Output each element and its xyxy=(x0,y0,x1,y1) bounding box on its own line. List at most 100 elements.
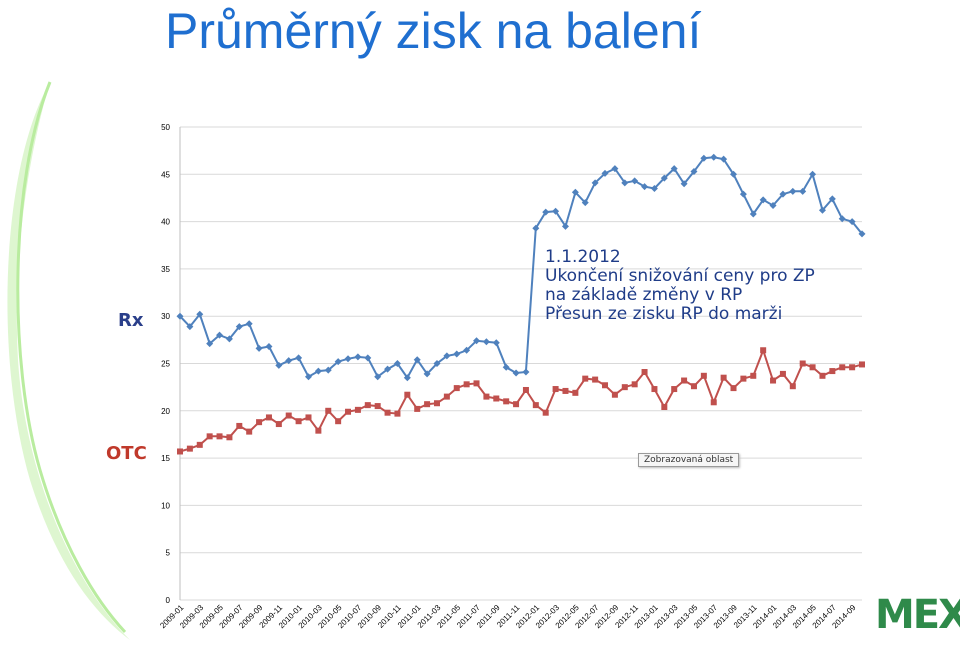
series-line xyxy=(179,156,863,380)
zoom-area-tooltip: Zobrazovaná oblast xyxy=(638,453,740,467)
data-point xyxy=(611,165,619,173)
data-point xyxy=(552,386,559,393)
data-point xyxy=(828,195,836,203)
data-point xyxy=(858,230,866,238)
data-point xyxy=(660,174,668,182)
data-point xyxy=(542,208,550,216)
data-point xyxy=(493,395,500,402)
y-tick-label: 30 xyxy=(161,312,170,321)
data-point xyxy=(256,419,263,426)
data-point xyxy=(483,393,490,400)
data-point xyxy=(433,400,440,407)
annotation-line: Ukončení snižování ceny pro ZP xyxy=(545,266,815,286)
data-point xyxy=(760,347,767,354)
data-point xyxy=(572,389,579,396)
data-point xyxy=(849,364,856,371)
data-point xyxy=(374,403,381,410)
data-point xyxy=(275,361,283,369)
data-point xyxy=(345,408,352,415)
data-point xyxy=(443,393,450,400)
data-point xyxy=(631,381,638,388)
data-point xyxy=(601,169,609,177)
data-point xyxy=(324,366,332,374)
data-point xyxy=(680,180,688,188)
data-point xyxy=(720,155,728,163)
data-point xyxy=(186,323,194,331)
data-point xyxy=(562,387,569,394)
chart-annotation: 1.1.2012 Ukončení snižování ceny pro ZP … xyxy=(545,248,815,324)
data-point xyxy=(818,206,826,214)
data-point xyxy=(463,381,470,388)
data-point xyxy=(838,215,846,223)
data-point xyxy=(414,405,421,412)
data-point xyxy=(571,188,579,196)
data-point xyxy=(700,372,707,379)
data-point xyxy=(641,183,649,191)
data-point xyxy=(196,441,203,448)
data-point xyxy=(285,357,293,365)
data-point xyxy=(335,418,342,425)
data-point xyxy=(592,376,599,383)
data-point xyxy=(196,310,204,318)
data-point xyxy=(364,402,371,409)
data-point xyxy=(325,407,332,414)
data-point xyxy=(770,377,777,384)
data-point xyxy=(216,433,223,440)
data-point xyxy=(226,434,233,441)
data-point xyxy=(255,344,263,352)
y-tick-label: 40 xyxy=(161,218,170,227)
data-point xyxy=(216,331,224,339)
data-point xyxy=(759,196,767,204)
data-point xyxy=(265,414,272,421)
y-tick-label: 5 xyxy=(166,549,171,558)
data-point xyxy=(848,218,856,226)
data-point xyxy=(246,428,253,435)
data-point xyxy=(819,372,826,379)
data-point xyxy=(344,355,352,363)
data-point xyxy=(581,199,589,207)
data-point xyxy=(413,356,421,364)
data-point xyxy=(394,410,401,417)
y-tick-label: 45 xyxy=(161,170,170,179)
data-point xyxy=(176,312,184,320)
data-point xyxy=(621,384,628,391)
y-tick-label: 35 xyxy=(161,265,170,274)
data-point xyxy=(611,391,618,398)
data-point xyxy=(681,377,688,384)
data-point xyxy=(453,385,460,392)
data-point xyxy=(671,386,678,393)
data-point xyxy=(433,360,441,367)
data-point xyxy=(492,339,500,347)
data-point xyxy=(225,335,233,343)
data-point xyxy=(285,412,292,419)
data-point xyxy=(621,179,629,187)
annotation-line: na základě změny v RP xyxy=(545,285,743,305)
series-label-otc: OTC xyxy=(106,443,147,464)
data-point xyxy=(690,383,697,390)
data-point xyxy=(730,170,738,178)
data-point xyxy=(769,202,777,210)
data-point xyxy=(393,360,401,367)
data-point xyxy=(829,368,836,375)
data-point xyxy=(710,153,718,161)
data-point xyxy=(522,368,530,376)
data-point xyxy=(265,342,273,350)
data-point xyxy=(463,346,471,354)
data-point xyxy=(502,363,510,371)
data-point xyxy=(522,386,529,393)
y-tick-label: 15 xyxy=(161,454,170,463)
series-0 xyxy=(176,153,866,382)
data-point xyxy=(374,373,382,381)
data-point xyxy=(710,399,717,406)
data-point xyxy=(561,222,569,230)
gridlines xyxy=(179,126,862,601)
data-point xyxy=(423,370,431,378)
data-point xyxy=(453,350,461,358)
data-point xyxy=(384,409,391,416)
data-point xyxy=(730,385,737,392)
data-point xyxy=(177,448,183,455)
data-point xyxy=(591,179,599,187)
data-point xyxy=(384,365,392,373)
data-point xyxy=(859,361,865,368)
